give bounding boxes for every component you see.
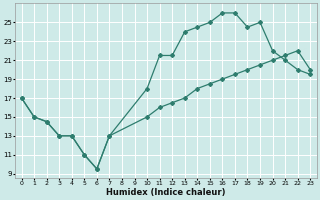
X-axis label: Humidex (Indice chaleur): Humidex (Indice chaleur) (106, 188, 226, 197)
